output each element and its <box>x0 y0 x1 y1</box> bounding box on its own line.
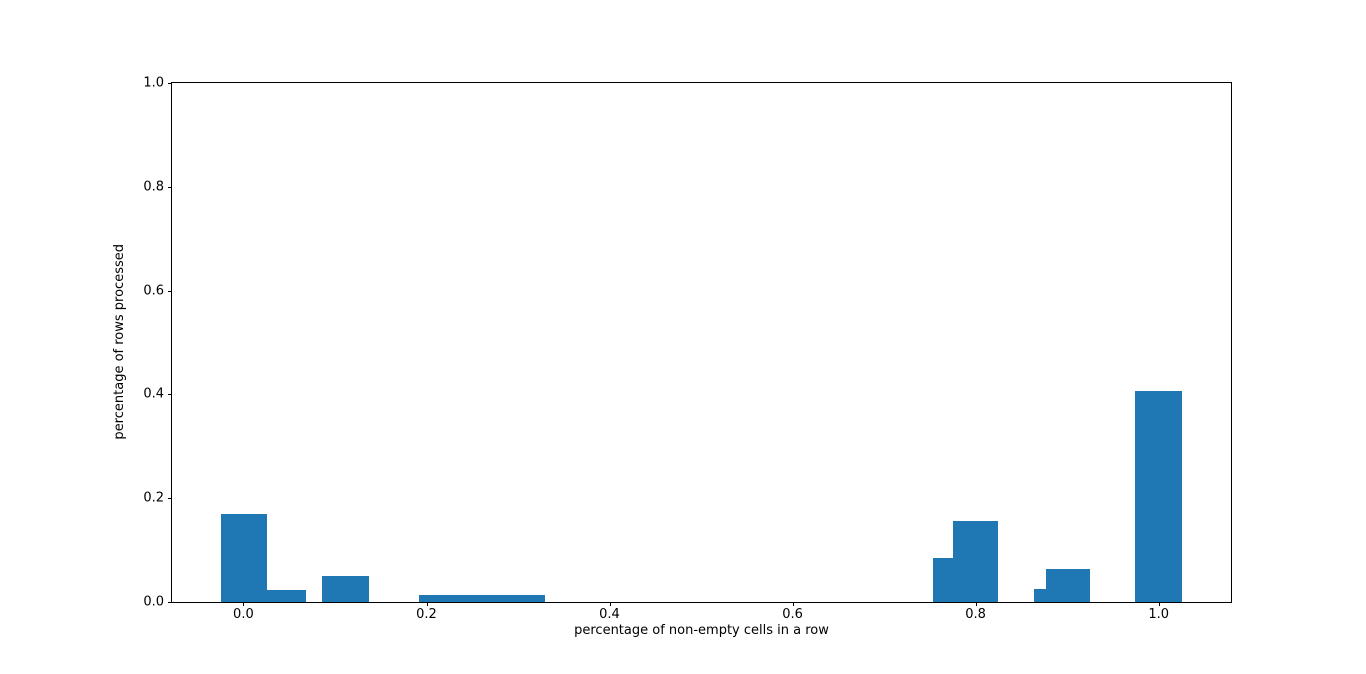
x-axis-tick-label: 0.0 <box>233 607 254 622</box>
x-axis-tick <box>975 602 977 606</box>
plot-area: 0.0 0.2 0.4 0.6 0.8 1.0 0.0 0.2 0.4 0.6 0.8 1.0 per… <box>143 77 1232 638</box>
y-axis-tick-label: 0.2 <box>143 490 164 506</box>
x-axis-tick <box>426 602 428 606</box>
y-axis-tick-label: 0.8 <box>143 179 164 195</box>
y-axis-label: percentage of rows processed <box>112 243 127 440</box>
x-axis-tick-label: 0.4 <box>599 607 620 622</box>
histogram-bar <box>1046 568 1090 602</box>
histogram-bar <box>220 513 268 602</box>
x-axis-tick-label: 0.2 <box>416 607 437 622</box>
histogram-bar <box>952 521 999 602</box>
y-axis-tick <box>168 290 172 292</box>
y-axis-tick <box>168 394 172 396</box>
histogram-bar <box>419 594 546 602</box>
histogram-bar <box>932 557 953 602</box>
y-axis-tick <box>168 186 172 188</box>
x-axis-tick <box>243 602 245 606</box>
y-axis-tick-label: 0.0 <box>143 594 164 610</box>
histogram-bar <box>267 589 306 602</box>
histogram-bar <box>1134 391 1183 602</box>
histogram-bar <box>322 575 369 602</box>
histogram-bar <box>1034 589 1047 602</box>
y-axis-tick <box>168 498 172 500</box>
x-axis-tick-label: 0.8 <box>965 607 986 622</box>
x-axis-tick <box>609 602 611 606</box>
y-axis-tick-label: 0.4 <box>143 386 164 402</box>
x-axis-label: percentage of non-empty cells in a row <box>574 623 829 638</box>
y-axis-tick <box>168 83 172 84</box>
y-axis-tick-label: 0.6 <box>143 283 164 299</box>
y-axis-label-container: percentage of rows processed <box>111 82 128 601</box>
y-axis-tick-label: 1.0 <box>143 75 164 91</box>
x-axis-tick-label: 0.6 <box>782 607 803 622</box>
y-axis-tick <box>168 602 172 603</box>
x-axis-tick-label: 1.0 <box>1148 607 1170 622</box>
x-axis-tick <box>792 602 794 606</box>
x-axis-tick <box>1158 602 1160 606</box>
